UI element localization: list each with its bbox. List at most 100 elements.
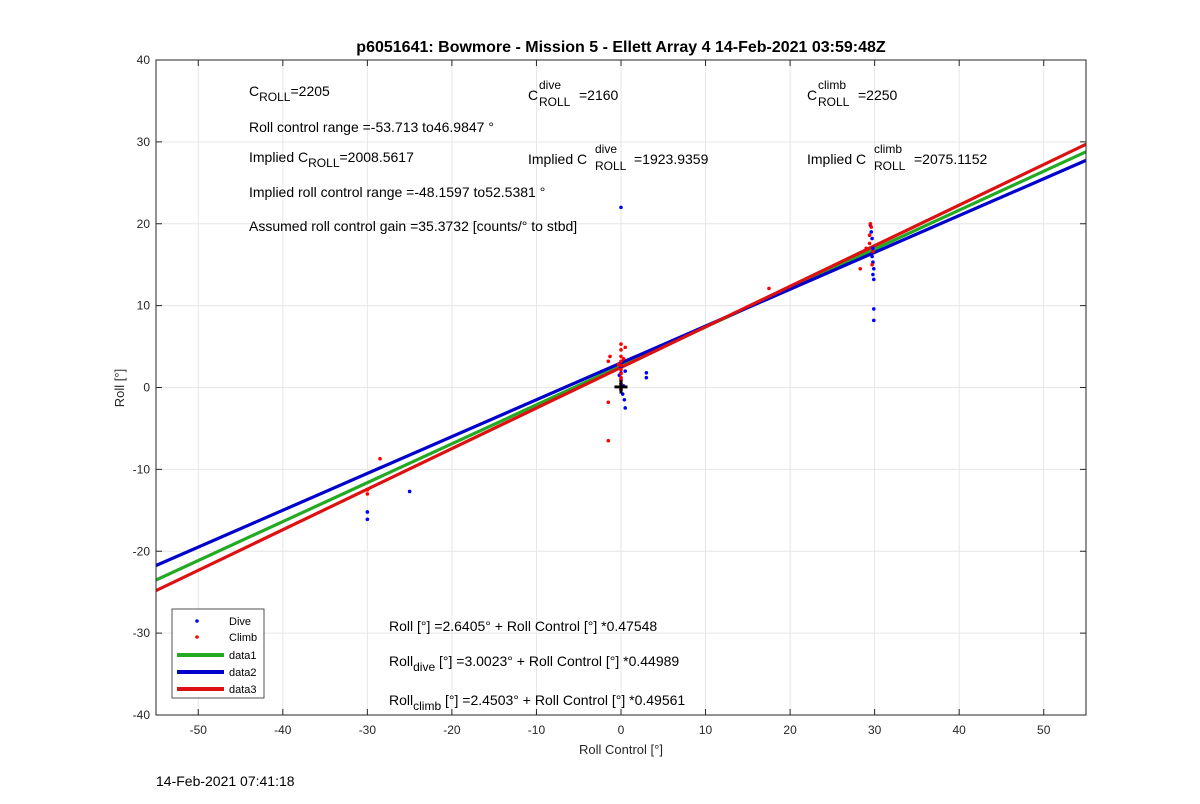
x-tick-label: 40: [953, 723, 967, 737]
axis-ticks: -50 -40 -30 -20 -10 0 10 20 30 40 50 -40 -30 -20 -10 0 1…: [133, 53, 1086, 737]
svg-text:Implied C: Implied C: [528, 151, 587, 167]
dive-point: [871, 272, 875, 277]
dive-point: [870, 254, 874, 259]
dive-point: [619, 205, 623, 210]
legend-data1-label: data1: [229, 650, 257, 662]
y-tick-label: 20: [137, 217, 151, 231]
implied-c-roll-climb-annotation: Implied C climb ROLL =2075.1152: [807, 142, 988, 173]
y-tick-label: -20: [133, 544, 151, 558]
x-tick-label: 0: [618, 723, 625, 737]
print-timestamp: 14-Feb-2021 07:41:18: [156, 773, 295, 789]
dive-point: [869, 230, 874, 234]
climb-point: [365, 492, 370, 496]
climb-point: [616, 362, 621, 367]
fit-all-annotation: Roll [°] =2.6405° + Roll Control [°] *0.…: [389, 618, 657, 634]
legend-dive-label: Dive: [229, 616, 251, 628]
svg-text:dive: dive: [595, 142, 617, 156]
implied-roll-control-range-annotation: Implied roll control range =-48.1597 to5…: [249, 184, 545, 200]
x-tick-label: -20: [443, 723, 461, 737]
c-roll-climb-annotation: C climb ROLL =2250: [807, 78, 898, 109]
dive-point: [407, 489, 412, 494]
x-axis-label: Roll Control [°]: [579, 742, 663, 757]
svg-text:C: C: [807, 87, 817, 103]
y-tick-label: -10: [133, 462, 151, 476]
svg-text:ROLL: ROLL: [595, 159, 627, 173]
climb-point: [619, 375, 623, 380]
y-axis-label: Roll [°]: [112, 369, 127, 407]
climb-point: [365, 488, 370, 492]
y-tick-label: 0: [143, 381, 150, 395]
data-points: [365, 205, 876, 522]
svg-text:climb: climb: [818, 78, 846, 92]
legend-dive-marker: [195, 619, 199, 623]
origin-marker-group: +: [613, 372, 628, 402]
climb-point: [619, 367, 623, 372]
dive-point: [622, 397, 627, 402]
dive-point: [365, 510, 370, 514]
chart-title: p6051641: Bowmore - Mission 5 - Ellett A…: [356, 39, 886, 56]
climb-point: [606, 359, 611, 364]
dive-point: [644, 370, 649, 375]
dive-point: [620, 392, 625, 396]
climb-point: [867, 241, 872, 246]
x-tick-label: 20: [783, 723, 797, 737]
dive-point: [870, 236, 874, 241]
fit-dive-annotation: Rolldive [°] =3.0023° + Roll Control [°]…: [389, 653, 679, 674]
climb-point: [606, 400, 611, 405]
origin-plus-marker: +: [613, 372, 628, 402]
climb-point: [619, 342, 623, 346]
climb-point: [868, 221, 873, 226]
svg-text:ROLL: ROLL: [818, 95, 850, 109]
climb-point: [619, 387, 623, 391]
climb-point: [619, 354, 623, 359]
roll-control-range-annotation: Roll control range =-53.713 to46.9847 °: [249, 119, 494, 135]
svg-text:ROLL: ROLL: [539, 95, 571, 109]
climb-point: [864, 246, 868, 251]
dive-point: [644, 375, 649, 380]
dive-point: [623, 369, 628, 373]
svg-text:ROLL: ROLL: [874, 159, 906, 173]
fit-climb-annotation: Rollclimb [°] =2.4503° + Roll Control [°…: [389, 692, 685, 713]
climb-point: [619, 359, 623, 364]
x-tick-label: -50: [190, 723, 208, 737]
climb-point: [869, 225, 874, 229]
climb-point: [767, 286, 771, 291]
climb-point: [619, 348, 623, 352]
dive-point: [365, 517, 370, 522]
climb-point: [619, 371, 623, 376]
y-tick-label: 30: [137, 135, 151, 149]
dive-point: [871, 266, 876, 271]
c-roll-annotation: CROLL=2205: [249, 83, 330, 104]
assumed-gain-annotation: Assumed roll control gain =35.3732 [coun…: [249, 218, 577, 234]
dive-point: [871, 277, 876, 282]
y-tick-label: 10: [137, 299, 151, 313]
climb-point: [623, 345, 628, 350]
svg-text:=2075.1152: =2075.1152: [914, 151, 988, 167]
c-roll-dive-annotation: C dive ROLL =2160: [528, 78, 619, 109]
climb-point: [619, 382, 623, 387]
climb-point: [619, 379, 623, 383]
legend-climb-label: Climb: [229, 632, 257, 644]
climb-point: [621, 357, 626, 361]
legend-data2-label: data2: [229, 667, 257, 679]
dive-point: [871, 246, 875, 251]
climb-point: [870, 262, 874, 267]
svg-text:=2250: =2250: [858, 87, 898, 103]
legend-data3-label: data3: [229, 684, 257, 696]
dive-point: [871, 318, 876, 323]
climb-point: [871, 249, 875, 254]
x-tick-label: -10: [528, 723, 546, 737]
svg-text:=1923.9359: =1923.9359: [634, 151, 709, 167]
dive-point: [871, 307, 876, 311]
svg-text:Implied C: Implied C: [807, 151, 866, 167]
x-tick-label: -30: [359, 723, 377, 737]
svg-text:dive: dive: [539, 78, 561, 92]
legend: Dive Climb data1 data2 data3: [171, 608, 265, 699]
svg-text:climb: climb: [874, 142, 902, 156]
climb-point: [606, 438, 611, 443]
climb-point: [608, 354, 612, 359]
climb-point: [858, 266, 863, 271]
implied-c-roll-annotation: Implied CROLL=2008.5617: [249, 149, 414, 170]
y-tick-label: -40: [133, 708, 151, 722]
